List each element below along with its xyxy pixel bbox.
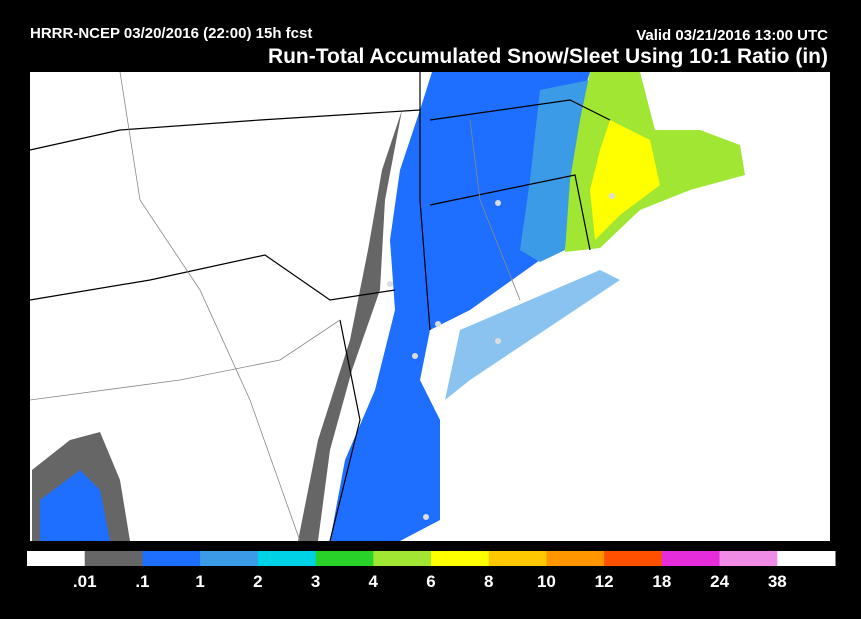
colorbar-label: 1 (195, 572, 204, 591)
state-line (429, 174, 591, 251)
colorbar-segment (200, 551, 259, 566)
county-line (119, 71, 301, 542)
county-line (469, 119, 521, 301)
long-island (445, 270, 620, 400)
city-dot (435, 321, 441, 327)
colorbar-label: 18 (652, 572, 671, 591)
colorbar-segment (719, 551, 778, 566)
colorbar-segment (315, 551, 374, 566)
state-line (419, 72, 431, 331)
colorbar-label: 8 (484, 572, 493, 591)
colorbar-segment (431, 551, 490, 566)
colorbar: .01.1 1 2 3 4 6 8 10 12 18 24 38 (27, 551, 836, 591)
city-dot (495, 338, 501, 344)
colorbar-segment (546, 551, 605, 566)
gray-zone (298, 110, 402, 541)
colorbar-label: 3 (311, 572, 320, 591)
colorbar-segment (257, 551, 317, 566)
colorbar-segment (604, 551, 663, 566)
city-dot (495, 200, 501, 206)
colorbar-label: 4 (369, 572, 379, 591)
city-dot (609, 193, 615, 199)
colorbar-label: 6 (426, 572, 435, 591)
city-dot (412, 353, 418, 359)
yellow-zone (590, 120, 660, 240)
colorbar-segment (373, 551, 432, 566)
colorbar-label: .01 (73, 572, 97, 591)
map-area (29, 71, 830, 542)
colorbar-label: .1 (135, 572, 149, 591)
light-blue-zone (520, 80, 590, 262)
colorbar-segment (777, 551, 836, 566)
colorbar-segment (84, 551, 143, 566)
colorbar-label: 12 (595, 572, 614, 591)
valid-line: Valid 03/21/2016 13:00 UTC (636, 27, 828, 44)
colorbar-label: 2 (253, 572, 262, 591)
county-line (29, 319, 341, 401)
state-line (29, 254, 396, 301)
colorbar-segment (661, 551, 721, 566)
state-line (429, 99, 611, 121)
colorbar-label: 10 (537, 572, 556, 591)
state-line (329, 319, 361, 542)
colorbar-label: 38 (768, 572, 787, 591)
colorbar-label: 24 (710, 572, 729, 591)
model-line: HRRR-NCEP 03/20/2016 (22:00) 15h fcst (30, 25, 312, 42)
colorbar-segment (488, 551, 547, 566)
blue-zone-sw (40, 470, 110, 541)
state-line (29, 109, 421, 151)
city-dot (387, 281, 393, 287)
borders (29, 71, 611, 542)
city-dot (423, 514, 429, 520)
map-title: Run-Total Accumulated Snow/Sleet Using 1… (268, 45, 828, 68)
blue-zone (330, 72, 590, 541)
colorbar-segment (27, 551, 86, 566)
colorbar-segment (142, 551, 201, 566)
